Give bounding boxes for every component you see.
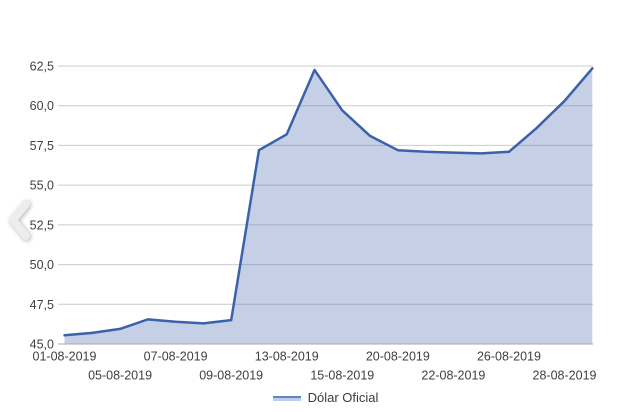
x-tick-label: 01-08-2019 — [33, 350, 97, 364]
x-tick-label: 07-08-2019 — [144, 350, 208, 364]
y-tick-label: 52,5 — [30, 218, 54, 232]
area-series — [64, 68, 593, 344]
x-tick-label: 20-08-2019 — [366, 350, 430, 364]
y-tick-label: 47,5 — [30, 298, 54, 312]
y-tick-label: 60,0 — [30, 99, 54, 113]
chevron-left-icon — [9, 200, 30, 240]
line-series — [63, 67, 594, 337]
y-tick-label: 55,0 — [30, 179, 54, 193]
x-tick-label: 09-08-2019 — [199, 369, 263, 383]
x-tick-label: 28-08-2019 — [533, 369, 597, 383]
gridlines — [58, 65, 593, 345]
legend-swatch-dolar-oficial — [272, 395, 301, 401]
x-tick-label: 05-08-2019 — [88, 369, 152, 383]
y-axis-labels: 45,0 47,5 50,0 52,5 55,0 57,5 60,0 62,5 — [30, 60, 54, 352]
y-tick-label: 45,0 — [30, 338, 54, 352]
x-tick-label: 22-08-2019 — [421, 369, 485, 383]
legend-label: Dólar Oficial — [307, 390, 379, 405]
x-tick-label: 26-08-2019 — [477, 350, 541, 364]
carousel-prev-button[interactable] — [3, 195, 37, 245]
x-tick-label: 15-08-2019 — [310, 369, 374, 383]
y-tick-label: 62,5 — [30, 60, 54, 74]
legend: Dólar Oficial — [58, 389, 593, 407]
x-tick-label: 13-08-2019 — [255, 350, 319, 364]
x-axis-labels: 01-08-2019 05-08-2019 07-08-2019 09-08-2019… — [33, 350, 597, 383]
y-tick-label: 57,5 — [30, 139, 54, 153]
area-chart[interactable]: 45,0 47,5 50,0 52,5 55,0 57,5 60,0 62,5 01-08-20… — [0, 0, 621, 385]
y-tick-label: 50,0 — [30, 258, 54, 272]
